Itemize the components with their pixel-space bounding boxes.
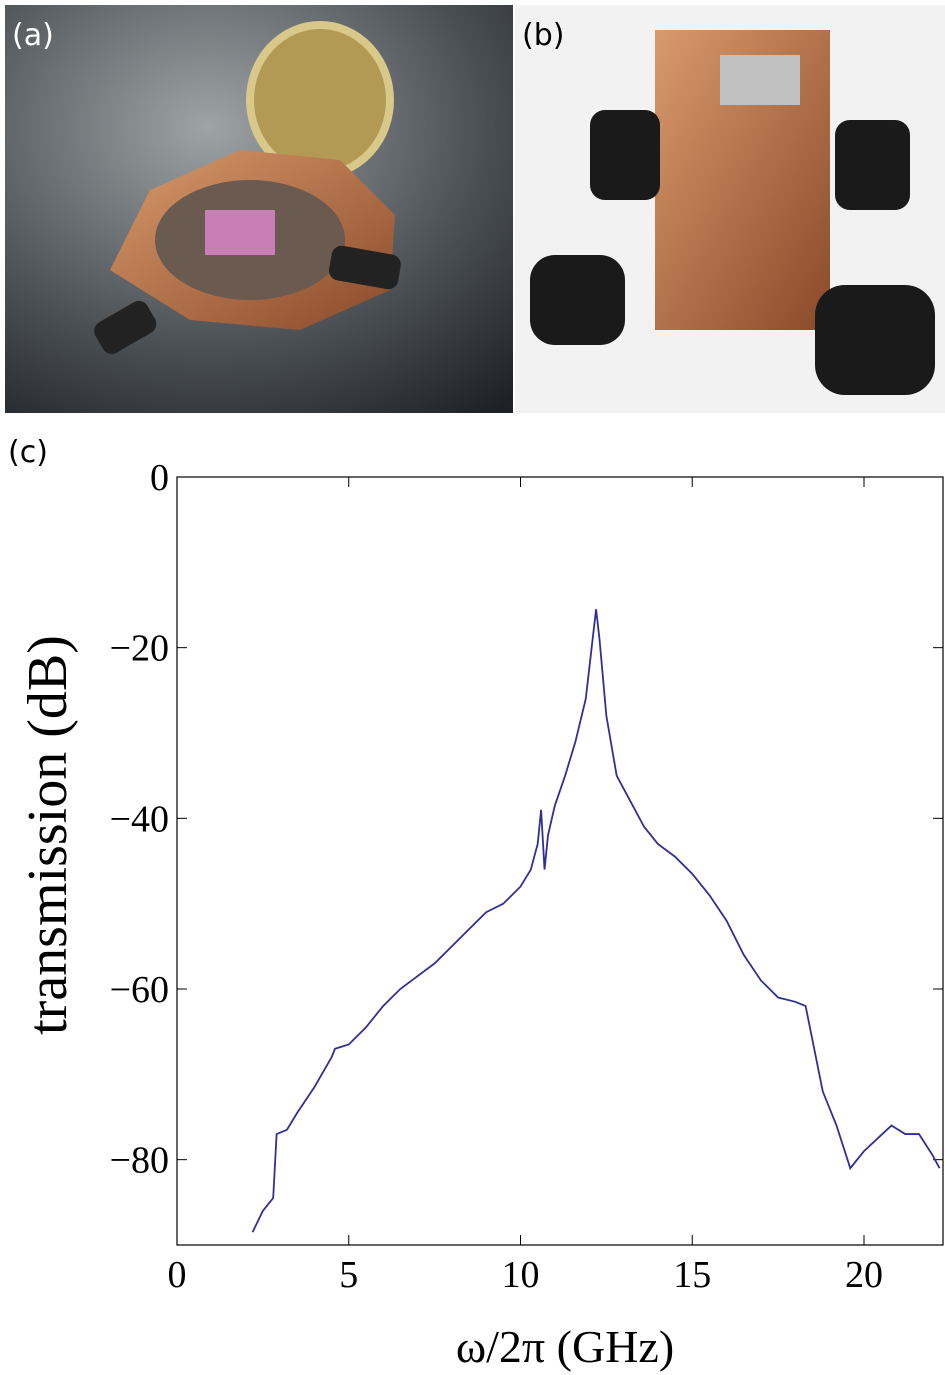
y-tick-label: −80: [110, 1140, 169, 1182]
y-tick-label: −20: [110, 628, 169, 670]
x-tick-label: 5: [339, 1254, 358, 1296]
x-tick-label: 20: [845, 1254, 883, 1296]
x-tick-label: 10: [501, 1254, 539, 1296]
panel-label: (c): [8, 435, 48, 470]
data-line: [251, 609, 941, 1233]
photo-b: [515, 5, 945, 413]
panel-label: (b): [522, 18, 564, 53]
x-tick-label: 0: [168, 1254, 187, 1296]
plot-frame: [176, 476, 944, 1246]
y-axis-label: transmission (dB): [17, 635, 79, 1035]
y-tick-label: −40: [110, 798, 169, 840]
y-tick-label: −60: [110, 969, 169, 1011]
x-tick-label: 15: [673, 1254, 711, 1296]
panel-label: (a): [12, 18, 54, 53]
photo-a: [5, 5, 513, 413]
y-tick-label: 0: [150, 457, 169, 499]
x-axis-label: ω/2π (GHz): [456, 1321, 674, 1372]
